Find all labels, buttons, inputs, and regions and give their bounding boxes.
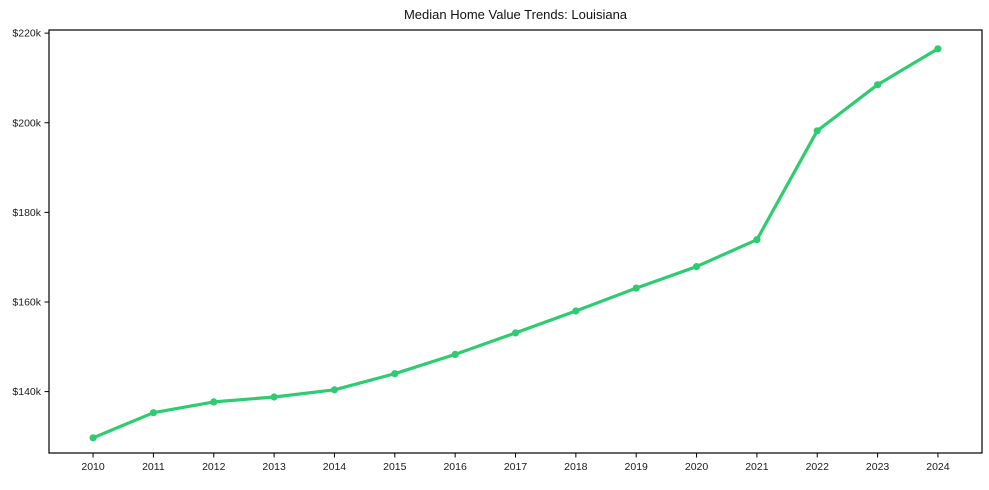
y-tick-label: $200k <box>12 117 41 129</box>
y-tick-label: $180k <box>12 207 41 219</box>
data-point-marker <box>511 329 520 337</box>
data-point-marker <box>572 307 580 315</box>
x-tick-label: 2020 <box>685 461 709 473</box>
x-tick-label: 2024 <box>926 461 950 473</box>
x-tick-label: 2021 <box>745 461 769 473</box>
data-point-marker <box>89 434 97 442</box>
data-point-marker <box>632 284 640 292</box>
x-tick-label: 2023 <box>866 461 890 473</box>
data-point-marker <box>149 409 157 417</box>
x-tick-label: 2016 <box>443 461 467 473</box>
y-tick-label: $140k <box>12 386 41 398</box>
data-point-marker <box>874 81 882 89</box>
x-tick-label: 2010 <box>81 461 105 473</box>
y-tick-label: $220k <box>12 28 41 40</box>
data-point-marker <box>934 45 942 53</box>
x-tick-label: 2018 <box>564 461 588 473</box>
chart-title: Median Home Value Trends: Louisiana <box>403 7 628 22</box>
data-point-marker <box>813 127 821 135</box>
x-tick-label: 2013 <box>262 461 286 473</box>
data-point-marker <box>210 398 218 406</box>
data-point-marker <box>451 350 459 358</box>
data-point-marker <box>270 393 278 401</box>
data-point-marker <box>692 263 701 271</box>
data-point-marker <box>753 236 761 244</box>
data-point-marker <box>391 370 399 378</box>
x-tick-label: 2012 <box>202 461 226 473</box>
x-tick-label: 2019 <box>625 461 649 473</box>
data-point-marker <box>330 386 339 394</box>
plot-area <box>48 29 983 454</box>
x-tick-label: 2011 <box>142 461 165 473</box>
y-tick-label: $160k <box>12 296 41 308</box>
x-tick-label: 2022 <box>806 461 830 473</box>
x-tick-label: 2014 <box>323 461 347 473</box>
x-tick-label: 2017 <box>504 461 528 473</box>
x-tick-label: 2015 <box>383 461 407 473</box>
